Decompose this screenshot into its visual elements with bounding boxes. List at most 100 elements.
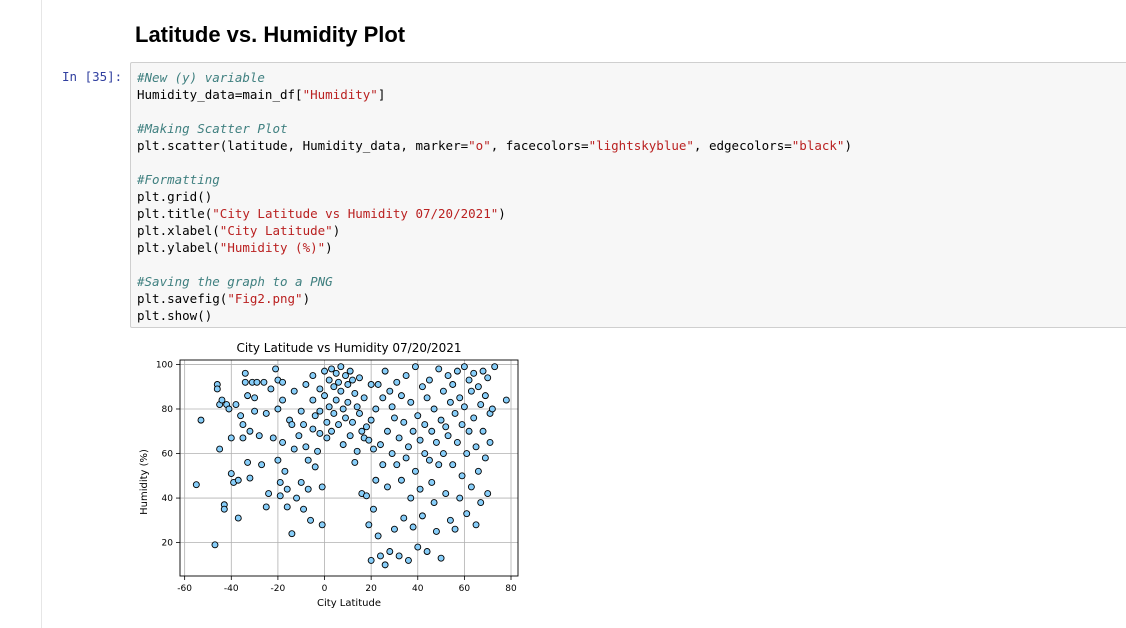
chart-title: City Latitude vs Humidity 07/20/2021 (236, 341, 461, 355)
data-point (479, 367, 487, 375)
data-point (251, 394, 259, 402)
code-string: "lightskyblue" (588, 138, 694, 153)
data-point (234, 476, 242, 484)
y-tick-label: 60 (162, 450, 174, 460)
data-point (246, 427, 254, 435)
y-tick-label: 20 (162, 539, 174, 549)
code-token: plt.savefig( (137, 291, 228, 306)
data-point (442, 490, 450, 498)
data-point (374, 381, 382, 388)
data-point (300, 421, 307, 429)
data-point (439, 450, 447, 457)
data-point (274, 405, 282, 413)
data-point (279, 396, 287, 404)
data-point (325, 376, 333, 384)
data-point (414, 543, 422, 551)
data-point (416, 436, 424, 444)
data-point (384, 427, 391, 435)
data-point (293, 494, 301, 502)
data-point (272, 365, 280, 373)
data-point (314, 447, 321, 455)
data-point (309, 372, 317, 380)
data-point (332, 369, 340, 377)
data-point (323, 418, 331, 426)
data-point (316, 407, 324, 415)
code-string: "o" (468, 138, 491, 153)
data-point (439, 387, 447, 395)
data-point (397, 392, 405, 400)
data-point (267, 385, 275, 393)
data-point (484, 374, 492, 382)
code-comment: #New (y) variable (137, 70, 265, 85)
y-tick-label: 80 (162, 405, 174, 415)
data-point (432, 528, 440, 535)
data-point (458, 421, 466, 429)
data-point (444, 372, 452, 380)
data-point (470, 414, 478, 422)
data-point (402, 454, 410, 462)
data-point (265, 490, 273, 498)
data-point (425, 376, 433, 384)
data-point (290, 445, 298, 453)
data-point (467, 483, 475, 491)
data-point (367, 381, 375, 388)
cell-prompt: In [35]: (62, 69, 123, 84)
data-point (304, 456, 312, 464)
data-point (323, 434, 331, 442)
data-point (418, 383, 426, 391)
code-token: plt.scatter(latitude, Humidity_data, mar… (137, 138, 469, 153)
data-point (234, 514, 242, 522)
code-line: plt.grid() (137, 188, 852, 205)
data-point (488, 405, 496, 413)
data-point (474, 383, 482, 391)
code-token: plt.title( (137, 206, 213, 221)
code-string: "Humidity" (302, 87, 378, 102)
data-point (344, 381, 352, 388)
code-line: plt.scatter(latitude, Humidity_data, mar… (137, 137, 852, 154)
data-point (449, 381, 457, 388)
code-line: plt.savefig("Fig2.png") (137, 290, 852, 307)
code-line: #New (y) variable (137, 69, 852, 86)
data-point (283, 503, 291, 511)
code-editor[interactable]: #New (y) variable Humidity_data=main_df["… (137, 69, 852, 324)
data-point (407, 398, 415, 406)
data-point (351, 458, 359, 466)
notebook-left-rule (41, 0, 42, 628)
data-point (346, 432, 354, 440)
data-point (274, 456, 282, 464)
data-point (414, 412, 422, 420)
data-point (460, 403, 468, 411)
data-point (262, 503, 270, 511)
data-point (321, 367, 328, 375)
code-token: ) (844, 138, 852, 153)
data-point (409, 523, 417, 531)
data-point (467, 387, 475, 395)
data-point (353, 447, 361, 455)
data-point (342, 372, 349, 380)
data-point (211, 541, 219, 549)
data-point (283, 485, 291, 493)
data-point (470, 369, 478, 377)
data-point (279, 378, 287, 386)
data-point (449, 461, 457, 469)
data-point (241, 378, 249, 386)
code-token: , facecolors= (490, 138, 589, 153)
code-cell[interactable]: #New (y) variable Humidity_data=main_df["… (130, 62, 1126, 328)
data-point (400, 514, 408, 522)
data-point (379, 461, 387, 469)
code-comment: #Saving the graph to a PNG (137, 274, 333, 289)
cell-output: City Latitude vs Humidity 07/20/2021 Cit… (130, 336, 520, 615)
data-point (335, 421, 342, 429)
code-string: "City Latitude vs Humidity 07/20/2021" (212, 206, 499, 221)
y-tick-label: 100 (156, 360, 173, 370)
x-tick-label: 0 (322, 584, 328, 594)
data-point (335, 378, 342, 386)
data-point (381, 367, 389, 375)
data-point (216, 445, 224, 453)
data-point (388, 450, 396, 457)
data-point (297, 479, 305, 486)
data-point (349, 376, 356, 384)
data-point (411, 467, 419, 475)
data-point (421, 450, 429, 457)
x-tick-label: -40 (224, 584, 239, 594)
